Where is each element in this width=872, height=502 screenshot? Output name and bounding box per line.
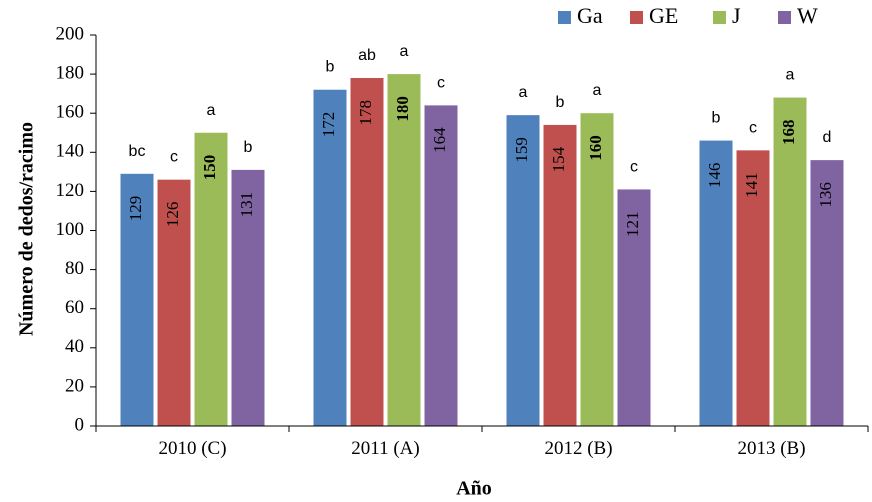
y-tick-label: 40 (65, 336, 84, 357)
x-category-label: 2011 (A) (351, 438, 419, 459)
y-axis-title: Número de dedos/racimo (16, 122, 38, 336)
bar-value-label: 154 (549, 146, 568, 172)
legend-swatch (778, 11, 791, 24)
bar-ge-2 (543, 124, 577, 427)
significance-letter: c (630, 158, 638, 175)
legend-label: J (732, 3, 741, 28)
y-tick-label: 120 (56, 180, 85, 201)
bar-value-label: 168 (779, 120, 798, 146)
bar-value-label: 136 (816, 182, 835, 208)
significance-letter: a (786, 67, 795, 84)
legend-label: W (797, 3, 818, 28)
bar-value-label: 164 (430, 127, 449, 153)
y-tick-label: 20 (65, 375, 84, 396)
bar-value-label: 150 (200, 155, 219, 181)
significance-letter: b (326, 59, 335, 76)
bar-value-label: 180 (393, 96, 412, 122)
significance-letter: b (556, 94, 565, 111)
bar-value-label: 131 (237, 192, 256, 218)
legend-swatch (713, 11, 726, 24)
y-tick-label: 100 (56, 219, 85, 240)
bar-value-label: 126 (163, 202, 182, 228)
bar-j-1 (387, 74, 421, 426)
significance-letter: a (207, 102, 216, 119)
bar-ge-0 (157, 179, 191, 426)
bar-value-label: 178 (356, 100, 375, 126)
significance-letter: bc (129, 143, 146, 160)
bar-ga-3 (699, 140, 733, 426)
bar-value-label: 141 (742, 172, 761, 198)
significance-letter: a (519, 84, 528, 101)
bar-value-label: 172 (319, 112, 338, 137)
y-tick-label: 200 (56, 23, 85, 44)
x-axis-title: Año (456, 478, 492, 500)
legend-label: GE (649, 3, 678, 28)
significance-letter: c (170, 149, 178, 166)
y-tick-label: 160 (56, 102, 85, 123)
legend-swatch (558, 11, 571, 24)
y-gridlines-and-ticks: 0 20 40 60 80 100 120 140 160 180 200 (56, 23, 97, 435)
legend-label: Ga (577, 3, 603, 28)
bar-ge-3 (736, 150, 770, 426)
y-tick-label: 80 (65, 258, 84, 279)
bar-ga-0 (120, 173, 154, 426)
x-category-label: 2012 (B) (544, 438, 612, 459)
bar-value-label: 159 (512, 137, 531, 163)
x-category-label: 2013 (B) (737, 438, 805, 459)
bar-j-0 (194, 132, 228, 426)
bar-w-1 (424, 105, 458, 426)
x-category-label: 2010 (C) (158, 438, 226, 459)
significance-letter: ab (358, 47, 376, 64)
significance-letter: a (593, 82, 602, 99)
significance-letter: c (437, 74, 445, 91)
significance-letter: b (712, 110, 721, 127)
bar-value-label: 146 (705, 163, 724, 189)
y-tick-label: 60 (65, 297, 84, 318)
bar-ge-1 (350, 78, 384, 426)
bar-ga-2 (506, 115, 540, 426)
bar-w-3 (810, 160, 844, 426)
bar-w-2 (617, 189, 651, 426)
y-tick-label: 140 (56, 141, 85, 162)
significance-letter: b (244, 139, 253, 156)
bar-w-0 (231, 169, 265, 426)
y-tick-label: 0 (75, 414, 85, 435)
bar-value-label: 121 (623, 211, 642, 237)
bar-value-label: 160 (586, 135, 605, 161)
legend: Ga GE J W (558, 3, 818, 28)
significance-letter: d (823, 129, 832, 146)
bar-value-label: 129 (126, 196, 145, 222)
x-axis: 2010 (C) 2011 (A) 2012 (B) 2013 (B) (95, 425, 869, 459)
significance-letter: a (400, 43, 409, 60)
bar-j-3 (773, 97, 807, 426)
bar-ga-1 (313, 89, 347, 427)
bar-j-2 (580, 113, 614, 426)
y-tick-label: 180 (56, 62, 85, 83)
significance-letter: c (749, 119, 757, 136)
legend-swatch (630, 11, 643, 24)
